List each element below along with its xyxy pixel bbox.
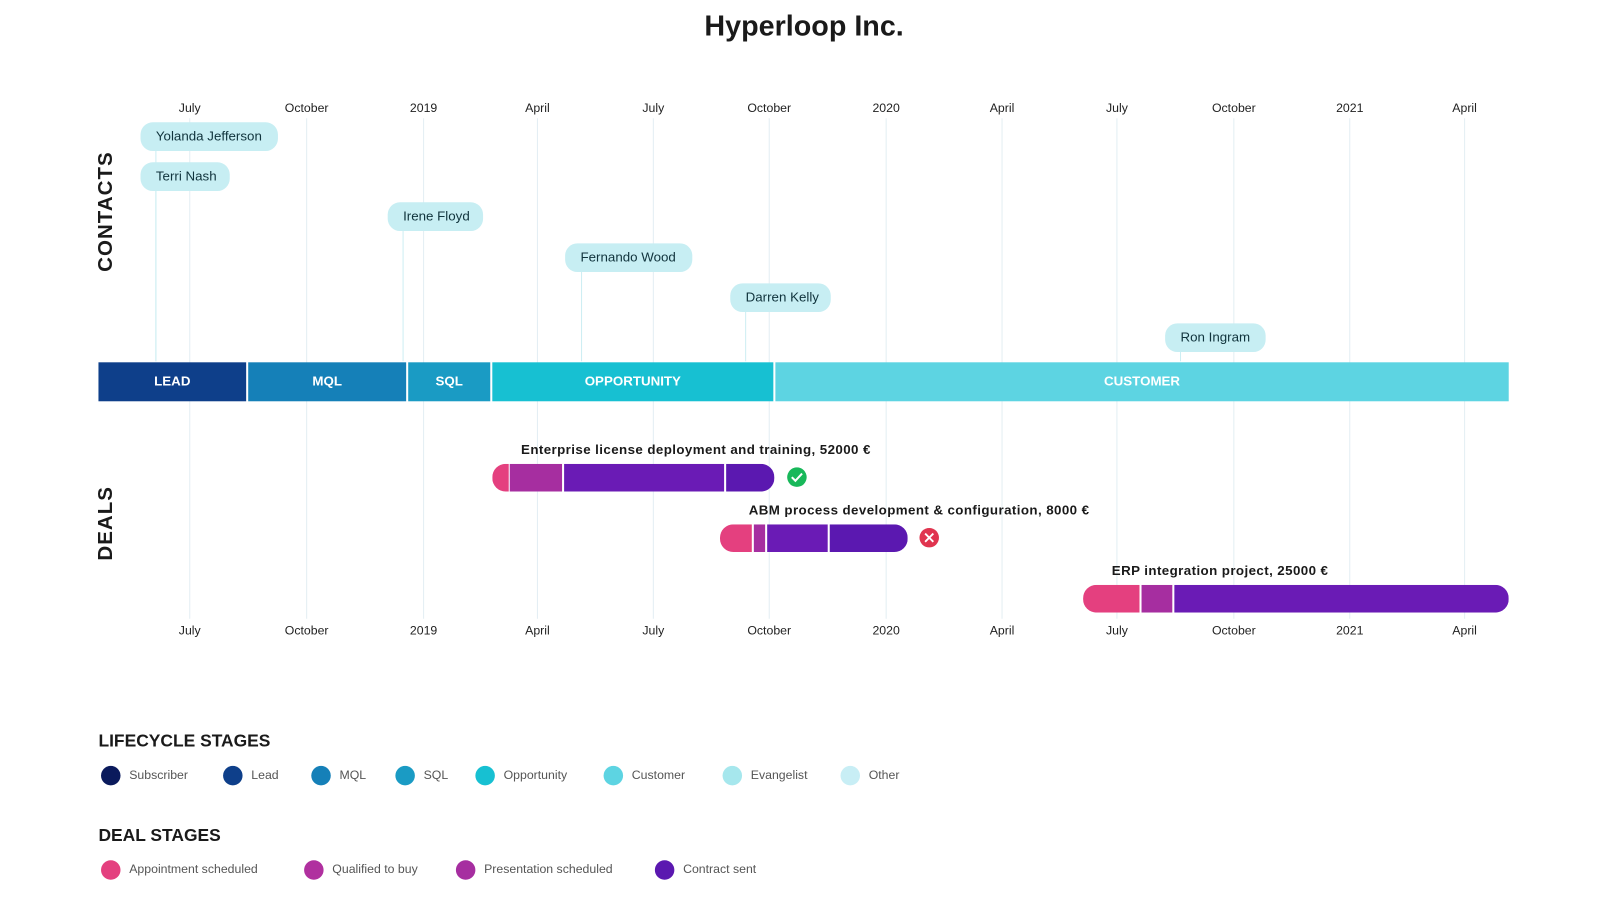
legend-label: Contract sent <box>683 862 757 876</box>
page-title: Hyperloop Inc. <box>704 11 903 43</box>
legend-dot <box>101 765 121 786</box>
legend-dot <box>395 765 415 786</box>
deal-segment <box>492 463 509 492</box>
lifecycle-segment <box>408 362 491 402</box>
lifecycle-segment <box>775 362 1509 402</box>
top-axis-label: April <box>525 101 550 115</box>
bottom-axis-label: April <box>525 623 550 637</box>
legend-dot <box>654 860 675 880</box>
contact-name: Irene Floyd <box>403 209 470 224</box>
legend-dot <box>101 860 121 880</box>
deal-bar <box>1083 584 1509 613</box>
deal-segment <box>753 524 766 553</box>
legend-label: Other <box>869 768 900 782</box>
legend-label: Appointment scheduled <box>129 862 258 876</box>
legend-title: DEAL STAGES <box>98 825 220 845</box>
won-icon <box>787 467 807 487</box>
contact-pill <box>1165 323 1266 353</box>
top-axis-label: April <box>1452 101 1477 115</box>
legend-label: Lead <box>251 768 279 782</box>
deal-segment <box>720 524 752 553</box>
deal-segment <box>829 524 908 553</box>
legend-dot <box>722 765 743 786</box>
legend-label: Opportunity <box>504 768 568 782</box>
legend-title: LIFECYCLE STAGES <box>98 730 270 750</box>
legend-dot <box>223 765 243 786</box>
top-axis-label: October <box>285 101 329 115</box>
legend-dot <box>840 765 860 786</box>
deal-segment <box>726 463 775 492</box>
lifecycle-segment <box>98 362 247 402</box>
top-axis-label: April <box>990 101 1015 115</box>
lifecycle-label: CUSTOMER <box>1104 373 1180 388</box>
legend-label: SQL <box>424 768 449 782</box>
deal-title: Enterprise license deployment and traini… <box>521 442 871 457</box>
bottom-axis-label: 2020 <box>872 623 900 637</box>
lifecycle-label: SQL <box>436 373 463 388</box>
bottom-axis-label: October <box>285 623 329 637</box>
lifecycle-label: LEAD <box>154 373 191 388</box>
legend-label: Evangelist <box>751 768 808 782</box>
top-axis-label: October <box>747 101 791 115</box>
lifecycle-segment <box>248 362 407 402</box>
deal-title: ABM process development & configuration,… <box>749 503 1090 518</box>
deals-label: DEALS <box>94 486 117 561</box>
legend-label: Customer <box>632 768 685 782</box>
legend-dot <box>311 765 331 786</box>
contact-pill <box>140 162 230 192</box>
top-axis-label: 2020 <box>872 101 900 115</box>
legend-label: Qualified to buy <box>332 862 418 876</box>
bottom-axis-label: April <box>990 623 1015 637</box>
top-axis-label: October <box>1212 101 1256 115</box>
contact-pill <box>730 283 831 313</box>
contact-name: Fernando Wood <box>581 250 676 265</box>
top-axis-label: July <box>642 101 665 115</box>
legend-dot <box>603 765 624 786</box>
bottom-axis-label: October <box>747 623 791 637</box>
contact-pill <box>565 243 693 273</box>
contact-pill <box>387 202 484 232</box>
deal-segment <box>1083 584 1140 613</box>
legend-label: MQL <box>339 768 366 782</box>
bottom-axis-label: July <box>179 623 202 637</box>
legend-label: Presentation scheduled <box>484 862 613 876</box>
bottom-axis-label: 2019 <box>410 623 438 637</box>
bottom-axis-label: October <box>1212 623 1256 637</box>
lifecycle-label: MQL <box>312 373 342 388</box>
lost-icon <box>919 527 939 548</box>
legend-label: Subscriber <box>129 768 188 782</box>
bottom-axis-label: April <box>1452 623 1477 637</box>
deal-bar <box>720 524 908 553</box>
bottom-axis-label: 2021 <box>1336 623 1364 637</box>
deal-segment <box>767 524 828 553</box>
top-axis-label: July <box>179 101 202 115</box>
bottom-axis-label: July <box>642 623 665 637</box>
top-axis-label: 2019 <box>410 101 438 115</box>
contact-pill <box>140 122 278 152</box>
legend-dot <box>455 860 476 880</box>
legend-dot <box>475 765 495 786</box>
deal-segment <box>1141 584 1173 613</box>
bottom-axis-label: July <box>1106 623 1129 637</box>
top-axis-label: July <box>1106 101 1129 115</box>
contact-name: Ron Ingram <box>1181 330 1251 345</box>
legend-dot <box>304 860 324 880</box>
contact-name: Yolanda Jefferson <box>156 129 262 144</box>
deal-segment <box>1174 584 1509 613</box>
contact-name: Darren Kelly <box>746 290 820 305</box>
deal-bar <box>492 463 775 492</box>
top-axis-label: 2021 <box>1336 101 1364 115</box>
deal-title: ERP integration project, 25000 € <box>1112 563 1329 578</box>
lifecycle-segment <box>492 362 774 402</box>
deal-segment <box>564 463 725 492</box>
deal-segment <box>509 463 563 492</box>
lifecycle-label: OPPORTUNITY <box>585 373 681 388</box>
contacts-label: CONTACTS <box>94 151 117 272</box>
contact-name: Terri Nash <box>156 169 217 184</box>
